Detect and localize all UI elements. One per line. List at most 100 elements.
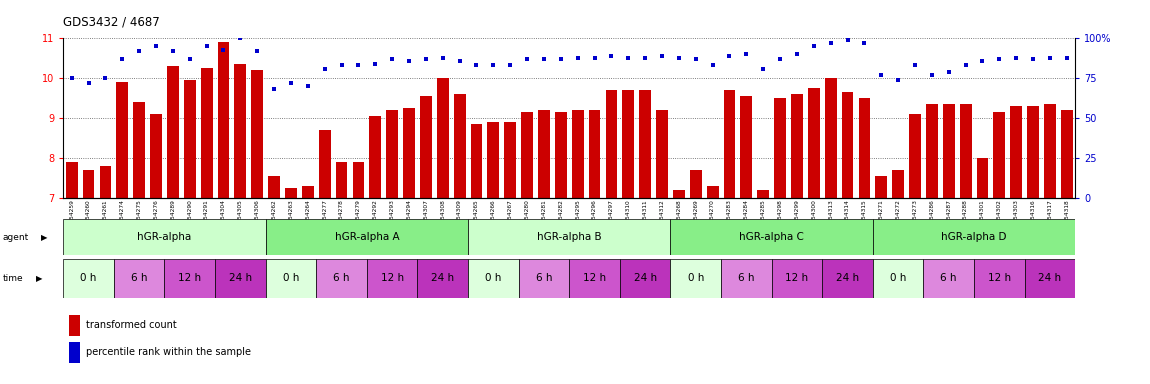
Bar bbox=[369, 116, 381, 198]
Text: 6 h: 6 h bbox=[738, 273, 754, 283]
Text: 24 h: 24 h bbox=[229, 273, 252, 283]
Point bbox=[838, 37, 857, 43]
Point bbox=[198, 43, 216, 50]
Bar bbox=[741, 96, 752, 198]
Bar bbox=[657, 110, 668, 198]
Bar bbox=[620, 259, 670, 298]
Bar bbox=[83, 170, 94, 198]
Bar bbox=[302, 186, 314, 198]
Point bbox=[585, 55, 604, 61]
Bar bbox=[974, 259, 1025, 298]
Bar bbox=[505, 122, 516, 198]
Bar bbox=[184, 80, 196, 198]
Bar bbox=[468, 219, 670, 255]
Bar bbox=[470, 124, 482, 198]
Text: ▶: ▶ bbox=[36, 274, 43, 283]
Text: 12 h: 12 h bbox=[381, 273, 404, 283]
Point bbox=[231, 35, 250, 41]
Bar bbox=[639, 90, 651, 198]
Text: 0 h: 0 h bbox=[890, 273, 906, 283]
Bar bbox=[167, 66, 178, 198]
Text: 12 h: 12 h bbox=[178, 273, 201, 283]
Bar bbox=[151, 114, 162, 198]
Point bbox=[451, 58, 469, 64]
Point bbox=[366, 61, 384, 67]
Text: 12 h: 12 h bbox=[785, 273, 808, 283]
Bar bbox=[285, 188, 297, 198]
Bar bbox=[1011, 106, 1022, 198]
Bar bbox=[943, 104, 954, 198]
Text: agent: agent bbox=[2, 233, 29, 242]
Bar bbox=[1027, 106, 1038, 198]
Bar bbox=[268, 176, 279, 198]
Text: 24 h: 24 h bbox=[431, 273, 454, 283]
Point bbox=[282, 80, 300, 86]
Text: 0 h: 0 h bbox=[283, 273, 299, 283]
Point bbox=[1024, 56, 1042, 62]
Bar bbox=[319, 130, 330, 198]
Point bbox=[1007, 55, 1026, 61]
Bar bbox=[63, 219, 266, 255]
Bar bbox=[437, 78, 448, 198]
Bar bbox=[252, 70, 263, 198]
Point bbox=[737, 51, 756, 57]
Text: 6 h: 6 h bbox=[941, 273, 957, 283]
Bar bbox=[723, 90, 735, 198]
Text: 24 h: 24 h bbox=[836, 273, 859, 283]
Bar bbox=[758, 190, 769, 198]
Point bbox=[940, 69, 958, 75]
Bar bbox=[488, 122, 499, 198]
Point bbox=[957, 63, 975, 69]
Point bbox=[467, 63, 485, 69]
Bar bbox=[367, 259, 417, 298]
Bar bbox=[670, 219, 873, 255]
Point bbox=[603, 53, 621, 59]
Bar bbox=[569, 259, 620, 298]
Point bbox=[434, 55, 452, 61]
Point bbox=[704, 63, 722, 69]
Point bbox=[62, 75, 81, 81]
Bar bbox=[589, 110, 600, 198]
Bar bbox=[774, 98, 785, 198]
Bar bbox=[892, 170, 904, 198]
Text: hGR-alpha C: hGR-alpha C bbox=[739, 232, 804, 242]
Point bbox=[821, 40, 839, 46]
Text: hGR-alpha D: hGR-alpha D bbox=[942, 232, 1006, 242]
Point bbox=[163, 48, 182, 54]
Point bbox=[181, 56, 199, 62]
Bar bbox=[721, 259, 772, 298]
Point bbox=[619, 55, 637, 61]
Bar bbox=[670, 259, 721, 298]
Point bbox=[720, 53, 738, 59]
Bar bbox=[217, 42, 229, 198]
Point bbox=[669, 55, 688, 61]
Point bbox=[400, 58, 419, 64]
Bar bbox=[116, 82, 128, 198]
Text: 12 h: 12 h bbox=[583, 273, 606, 283]
Bar bbox=[454, 94, 466, 198]
Point bbox=[97, 75, 115, 81]
Bar bbox=[976, 158, 988, 198]
Point bbox=[79, 80, 98, 86]
Bar bbox=[63, 259, 114, 298]
Bar bbox=[1025, 259, 1075, 298]
Bar bbox=[66, 162, 77, 198]
Text: 12 h: 12 h bbox=[988, 273, 1011, 283]
Bar bbox=[825, 78, 836, 198]
Bar bbox=[420, 96, 431, 198]
Bar bbox=[100, 166, 112, 198]
Bar bbox=[926, 104, 937, 198]
Bar bbox=[114, 259, 164, 298]
Point bbox=[856, 40, 874, 46]
Point bbox=[332, 63, 351, 69]
Bar bbox=[316, 259, 367, 298]
Point bbox=[535, 56, 553, 62]
Bar bbox=[960, 104, 972, 198]
Bar bbox=[521, 112, 532, 198]
Text: 6 h: 6 h bbox=[334, 273, 350, 283]
Point bbox=[1058, 55, 1076, 61]
Bar bbox=[622, 90, 634, 198]
Text: transformed count: transformed count bbox=[86, 320, 177, 331]
Bar bbox=[266, 259, 316, 298]
Point bbox=[299, 83, 317, 89]
